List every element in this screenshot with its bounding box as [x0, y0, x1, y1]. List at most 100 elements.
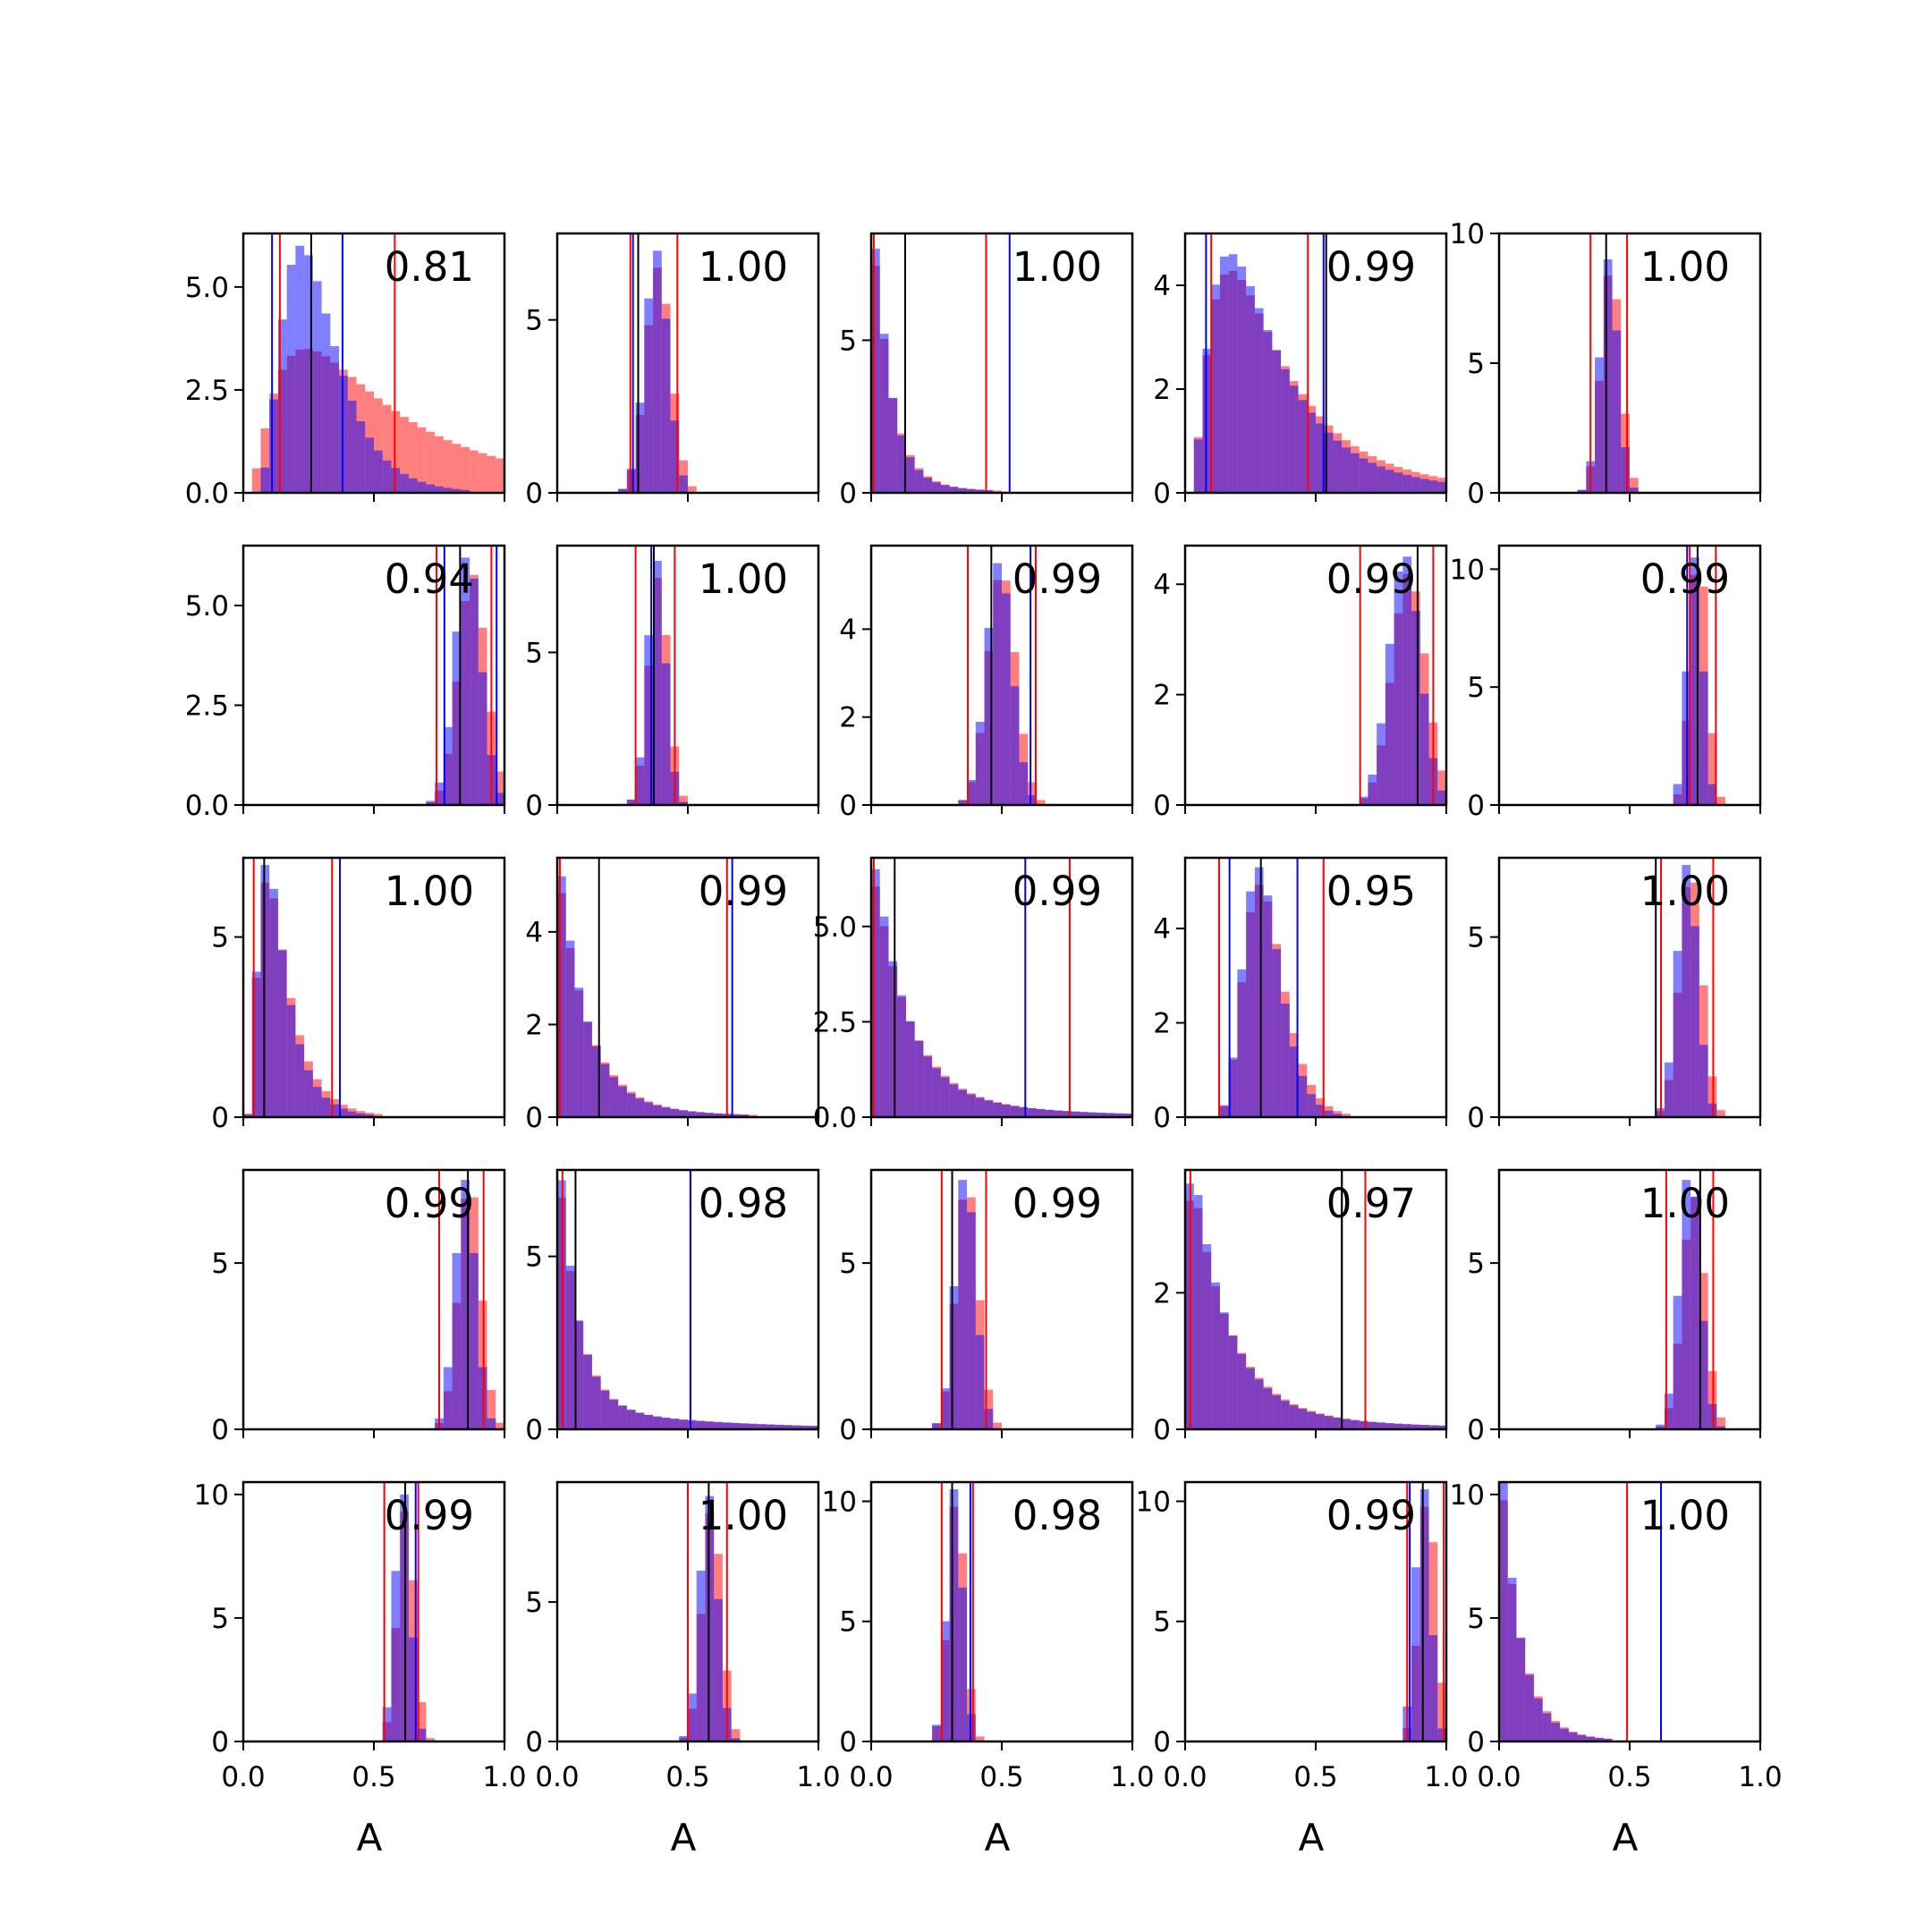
blue-hist-bar	[1316, 423, 1325, 493]
blue-hist-bar	[391, 1571, 401, 1741]
panel-plot-area	[932, 1170, 1002, 1429]
panel-annotation: 0.99	[1640, 555, 1730, 603]
blue-hist-bar	[1419, 479, 1429, 493]
blue-hist-bar	[461, 557, 470, 805]
blue-hist-bar	[626, 1410, 636, 1429]
blue-hist-bar	[496, 792, 504, 805]
blue-hist-bar	[940, 1388, 950, 1429]
blue-hist-bar	[591, 1046, 601, 1117]
blue-hist-bar	[984, 627, 994, 805]
blue-hist-bar	[1603, 1738, 1613, 1741]
panel-7: 051.00	[525, 544, 820, 822]
panel-annotation: 0.98	[699, 1180, 788, 1227]
panel-9: 0 2 4 0.99	[1153, 544, 1448, 822]
blue-hist-bar	[382, 1707, 392, 1741]
blue-hist-bar	[1307, 1094, 1316, 1117]
panel-annotation: 0.99	[1326, 555, 1416, 603]
blue-hist-bar	[452, 488, 462, 493]
blue-hist-bar	[1428, 1425, 1438, 1429]
blue-hist-bar	[940, 485, 950, 493]
blue-hist-bar	[1402, 556, 1412, 805]
red-hist-bar	[1716, 796, 1726, 805]
y-tick-label: 10	[1450, 1479, 1485, 1512]
y-tick-label: 0	[839, 1726, 857, 1758]
panel-plot-area	[557, 858, 758, 1117]
blue-hist-bar	[609, 1077, 619, 1117]
blue-hist-bar	[1707, 784, 1717, 805]
panel-plot-area	[1185, 1170, 1446, 1429]
blue-hist-bar	[1673, 1295, 1682, 1429]
y-tick-label: 4	[1153, 913, 1171, 945]
red-hist-bar	[496, 1422, 504, 1429]
blue-hist-bar	[958, 487, 968, 493]
blue-hist-bar	[1419, 693, 1429, 805]
blue-hist-bar	[879, 334, 889, 493]
red-hist-bar	[470, 450, 479, 493]
blue-hist-bar	[1263, 330, 1273, 493]
blue-hist-bar	[914, 470, 924, 493]
x-tick-label: 1.0	[482, 1761, 526, 1793]
panel-annotation: 1.00	[699, 1492, 788, 1539]
blue-hist-bar	[949, 1286, 959, 1429]
panel-plot-area	[679, 1482, 741, 1741]
blue-hist-bar	[1682, 1180, 1691, 1429]
blue-hist-bar	[644, 1102, 654, 1117]
blue-hist-bar	[670, 420, 680, 493]
panel-plot-area	[382, 1482, 436, 1741]
x-axis-label: A	[357, 1816, 383, 1860]
panel-23: 0 5 10 0.0 0.5 1.0 0.98 A	[822, 1480, 1155, 1860]
blue-hist-bar	[679, 801, 688, 805]
panel-annotation: 0.99	[699, 868, 788, 915]
blue-hist-bar	[1359, 458, 1368, 493]
blue-hist-bar	[1428, 480, 1438, 493]
blue-hist-bar	[784, 1425, 792, 1429]
blue-hist-bar	[260, 467, 270, 493]
blue-hist-bar	[1246, 891, 1255, 1117]
blue-hist-bar	[1316, 1105, 1325, 1117]
y-tick-label: 2	[1153, 680, 1171, 712]
panel-annotation: 0.99	[1013, 868, 1102, 915]
blue-hist-bar	[1595, 1738, 1604, 1741]
blue-hist-bar	[679, 1110, 688, 1117]
blue-hist-bar	[452, 631, 462, 805]
blue-hist-bar	[417, 1728, 427, 1741]
blue-hist-bar	[975, 1335, 985, 1429]
blue-hist-bar	[461, 1180, 470, 1429]
blue-hist-bar	[1350, 1419, 1360, 1429]
panel-12: 0 2 4 0.99	[525, 856, 820, 1134]
panel-plot-area	[1656, 1170, 1726, 1429]
blue-hist-bar	[705, 1421, 715, 1429]
blue-hist-bar	[1333, 1114, 1343, 1117]
blue-hist-bar	[1002, 1104, 1011, 1117]
y-tick-label: 0	[211, 1414, 229, 1446]
blue-hist-bar	[1036, 1108, 1046, 1117]
panel-plot-area	[1217, 858, 1351, 1117]
red-hist-bar	[478, 453, 487, 493]
blue-hist-bar	[1202, 1244, 1212, 1429]
x-tick-label: 0.0	[1163, 1761, 1207, 1793]
blue-hist-bar	[435, 486, 444, 493]
blue-hist-bar	[583, 1021, 592, 1117]
red-hist-bar	[374, 398, 383, 493]
blue-hist-bar	[888, 961, 898, 1117]
blue-hist-bar	[670, 1418, 680, 1429]
blue-hist-bar	[487, 1418, 496, 1429]
blue-hist-bar	[932, 1068, 941, 1117]
y-tick-label: 0	[839, 1414, 857, 1446]
red-hist-bar	[1036, 800, 1046, 805]
red-hist-bar	[749, 1114, 758, 1117]
red-hist-bar	[1707, 733, 1717, 805]
blue-hist-bar	[443, 726, 453, 805]
blue-hist-bar	[1254, 1379, 1264, 1429]
blue-hist-bar	[967, 1212, 976, 1429]
panel-plot-area	[1577, 233, 1639, 493]
blue-hist-bar	[1080, 1112, 1089, 1117]
panel-annotation: 1.00	[1640, 1180, 1730, 1227]
blue-hist-bar	[905, 457, 915, 493]
blue-hist-bar	[321, 1097, 331, 1117]
panel-annotation: 0.99	[385, 1492, 474, 1539]
blue-hist-bar	[470, 578, 479, 805]
blue-hist-bar	[1254, 867, 1264, 1117]
y-tick-label: 0	[525, 478, 543, 510]
blue-hist-bar	[984, 1409, 994, 1429]
